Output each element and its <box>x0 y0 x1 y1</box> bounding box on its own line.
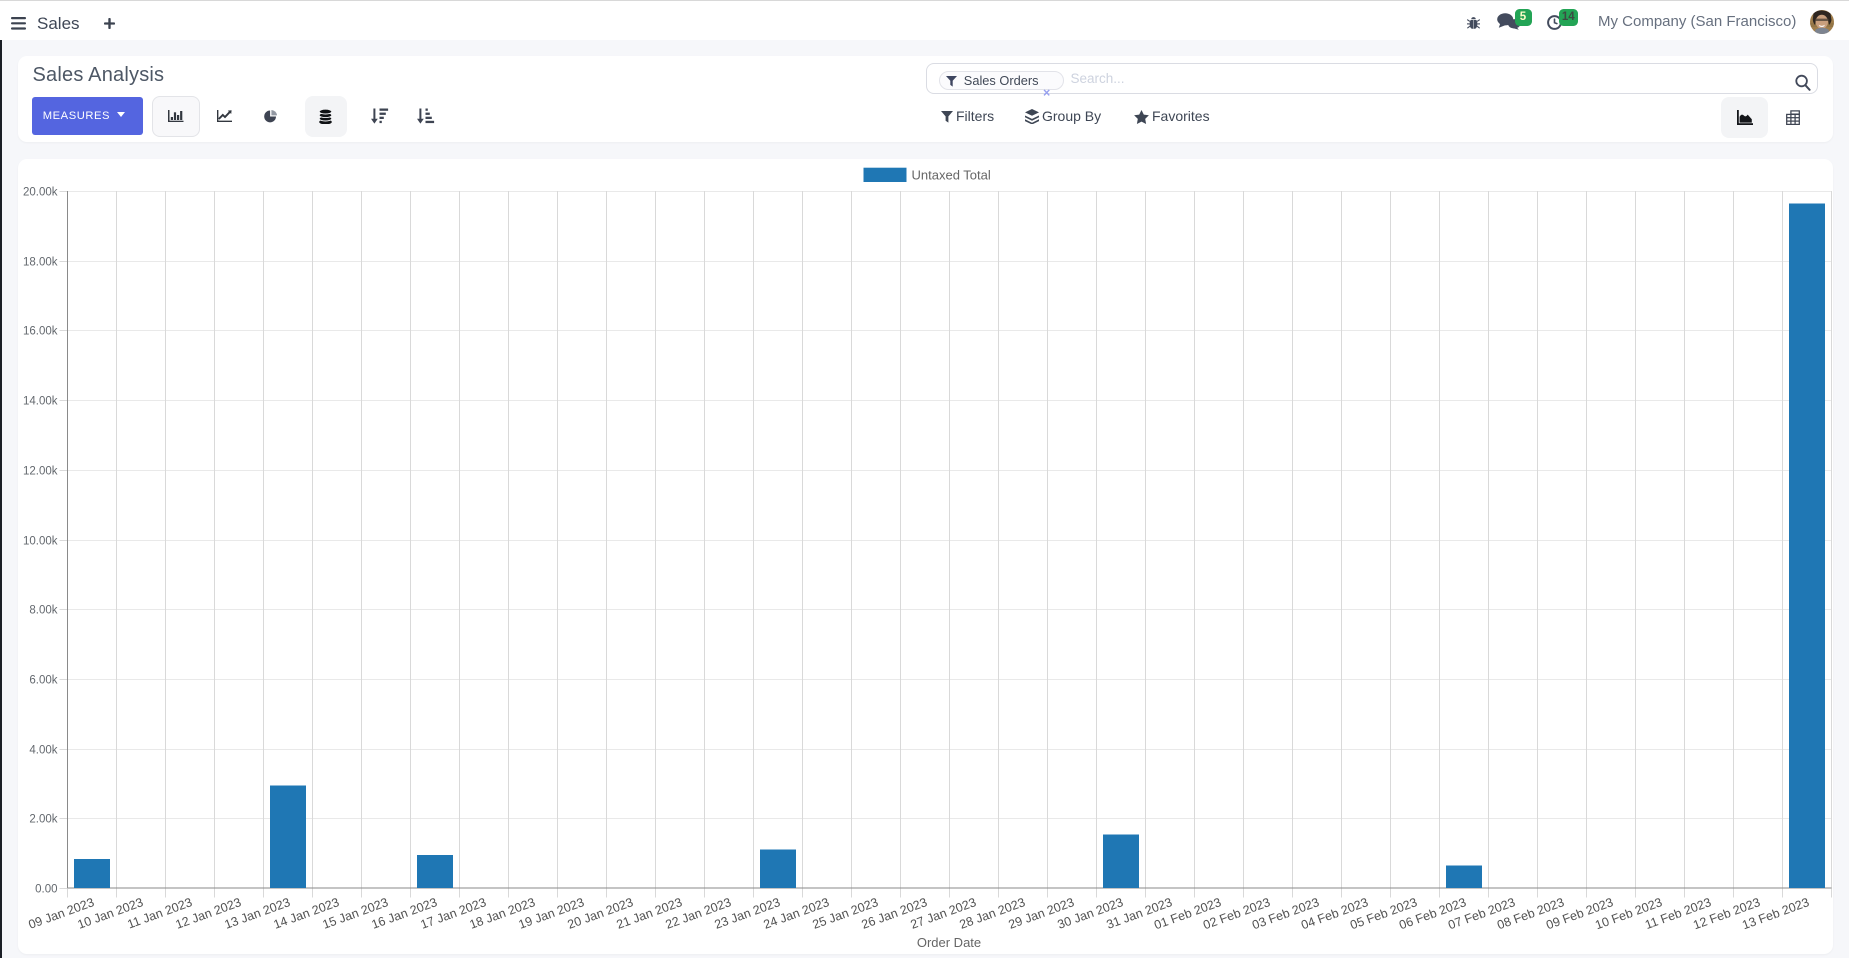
svg-text:0.00: 0.00 <box>35 884 57 896</box>
svg-text:2.00k: 2.00k <box>29 814 57 826</box>
svg-text:20.00k: 20.00k <box>23 187 58 199</box>
svg-text:14.00k: 14.00k <box>23 396 58 408</box>
svg-text:16.00k: 16.00k <box>23 326 58 338</box>
svg-text:8.00k: 8.00k <box>29 605 57 617</box>
svg-text:12.00k: 12.00k <box>23 466 58 478</box>
svg-text:Order Date: Order Date <box>917 935 981 950</box>
svg-text:Untaxed Total: Untaxed Total <box>912 168 991 183</box>
svg-text:10.00k: 10.00k <box>23 536 58 548</box>
svg-text:6.00k: 6.00k <box>29 675 57 687</box>
svg-text:18.00k: 18.00k <box>23 257 58 269</box>
svg-text:4.00k: 4.00k <box>29 745 57 757</box>
